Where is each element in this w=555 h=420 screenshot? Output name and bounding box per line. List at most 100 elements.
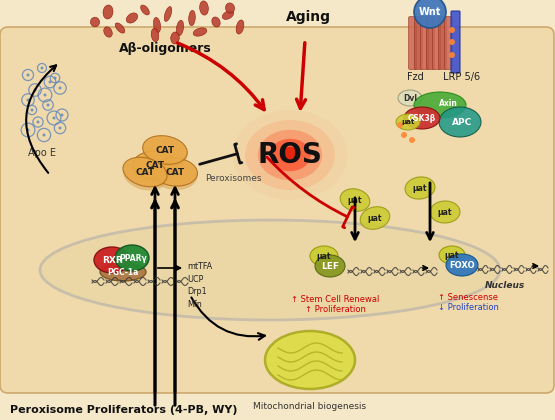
Circle shape	[43, 94, 47, 97]
Ellipse shape	[398, 90, 422, 106]
Text: μat: μat	[413, 184, 427, 192]
Ellipse shape	[104, 27, 112, 37]
Circle shape	[41, 66, 43, 69]
Circle shape	[53, 76, 57, 79]
Text: Wnt: Wnt	[419, 7, 441, 17]
Ellipse shape	[94, 247, 130, 273]
Ellipse shape	[225, 3, 235, 13]
Ellipse shape	[133, 151, 178, 179]
Ellipse shape	[360, 207, 390, 229]
Ellipse shape	[153, 17, 160, 33]
Text: mtTFA
UCP
Drp1
Mfn: mtTFA UCP Drp1 Mfn	[187, 262, 212, 309]
Text: Fzd: Fzd	[407, 72, 423, 82]
Circle shape	[27, 129, 29, 131]
Circle shape	[401, 132, 407, 138]
Text: ↑ Stem Cell Renewal: ↑ Stem Cell Renewal	[291, 295, 379, 304]
Ellipse shape	[430, 201, 460, 223]
Circle shape	[449, 52, 455, 58]
Ellipse shape	[414, 92, 466, 118]
Circle shape	[27, 74, 29, 76]
Text: Aβ-oligomers: Aβ-oligomers	[119, 42, 211, 55]
Text: ROS: ROS	[258, 141, 322, 169]
Text: FOXO: FOXO	[449, 260, 475, 270]
Ellipse shape	[405, 177, 435, 199]
Ellipse shape	[200, 1, 208, 15]
FancyBboxPatch shape	[415, 16, 422, 69]
Text: μat: μat	[401, 119, 415, 125]
Circle shape	[397, 122, 403, 128]
Circle shape	[37, 121, 39, 123]
Ellipse shape	[404, 107, 440, 129]
Ellipse shape	[212, 17, 220, 27]
Circle shape	[27, 99, 29, 102]
Ellipse shape	[236, 20, 244, 34]
Circle shape	[60, 113, 63, 116]
Text: Peroxisomes: Peroxisomes	[205, 173, 261, 183]
Text: Mitochondrial biogenesis: Mitochondrial biogenesis	[254, 402, 366, 411]
Ellipse shape	[151, 28, 159, 42]
Text: APC: APC	[452, 118, 472, 126]
Circle shape	[58, 126, 62, 129]
FancyBboxPatch shape	[445, 16, 452, 69]
Ellipse shape	[127, 13, 138, 23]
Text: LRP 5/6: LRP 5/6	[443, 72, 481, 82]
Ellipse shape	[115, 23, 125, 33]
Text: CAT: CAT	[135, 168, 154, 176]
Text: Apo E: Apo E	[28, 148, 56, 158]
FancyBboxPatch shape	[426, 16, 435, 69]
Ellipse shape	[100, 263, 146, 281]
Text: Nucleus: Nucleus	[485, 281, 525, 289]
Ellipse shape	[133, 153, 178, 183]
Text: LEF: LEF	[321, 262, 339, 270]
Text: μat: μat	[368, 213, 382, 223]
Ellipse shape	[396, 114, 420, 130]
Text: μat: μat	[348, 195, 362, 205]
FancyBboxPatch shape	[438, 16, 447, 69]
Circle shape	[409, 137, 415, 143]
Ellipse shape	[143, 138, 187, 168]
Circle shape	[43, 134, 46, 136]
Ellipse shape	[176, 20, 184, 36]
Circle shape	[414, 0, 446, 28]
Circle shape	[33, 89, 37, 92]
Ellipse shape	[340, 189, 370, 211]
Ellipse shape	[40, 220, 500, 320]
Ellipse shape	[189, 10, 195, 26]
Circle shape	[449, 39, 455, 45]
Ellipse shape	[269, 139, 311, 171]
Ellipse shape	[171, 32, 179, 44]
Ellipse shape	[310, 246, 338, 266]
Text: GSK3β: GSK3β	[408, 113, 436, 123]
Text: CAT: CAT	[155, 145, 175, 155]
Circle shape	[53, 116, 56, 120]
Text: μat: μat	[445, 250, 459, 260]
Ellipse shape	[223, 10, 234, 19]
FancyBboxPatch shape	[421, 16, 428, 69]
Circle shape	[47, 103, 49, 107]
Text: Dvl: Dvl	[403, 94, 417, 102]
Ellipse shape	[258, 130, 322, 180]
Ellipse shape	[245, 120, 335, 190]
Ellipse shape	[153, 160, 198, 190]
Text: PGC-1a: PGC-1a	[107, 268, 139, 276]
Text: RXR: RXR	[102, 255, 122, 265]
Text: ↓ Proliferation: ↓ Proliferation	[437, 303, 498, 312]
Text: μat: μat	[438, 207, 452, 216]
Ellipse shape	[439, 246, 465, 264]
Ellipse shape	[103, 5, 113, 19]
Ellipse shape	[439, 107, 481, 137]
Text: Peroxisome Proliferators (4-PB, WY): Peroxisome Proliferators (4-PB, WY)	[10, 405, 238, 415]
Ellipse shape	[115, 245, 149, 271]
Ellipse shape	[280, 147, 300, 163]
Text: CAT: CAT	[145, 160, 165, 170]
Ellipse shape	[315, 255, 345, 277]
FancyBboxPatch shape	[451, 11, 460, 73]
Ellipse shape	[446, 254, 478, 276]
FancyBboxPatch shape	[0, 27, 554, 393]
Ellipse shape	[233, 110, 347, 200]
Text: ↑ Senescense: ↑ Senescense	[438, 293, 498, 302]
Ellipse shape	[123, 159, 167, 191]
Ellipse shape	[140, 5, 149, 15]
Ellipse shape	[153, 158, 198, 186]
Ellipse shape	[265, 331, 355, 389]
